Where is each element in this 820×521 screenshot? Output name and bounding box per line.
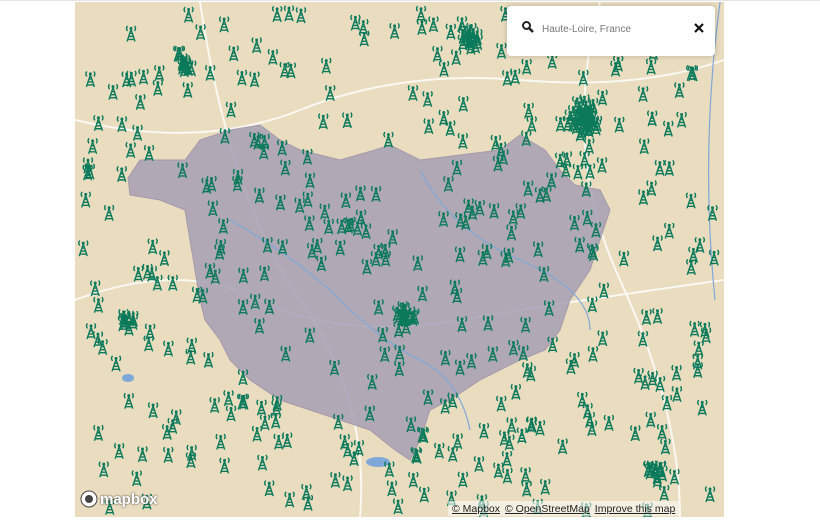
attribution-link[interactable]: © OpenStreetMap — [505, 502, 590, 515]
lake — [122, 374, 134, 382]
map-canvas — [75, 2, 724, 517]
search-icon — [522, 21, 534, 33]
attribution-link[interactable]: Improve this map — [594, 502, 676, 515]
lake — [366, 457, 390, 467]
region-outline — [127, 124, 611, 461]
clear-button[interactable] — [693, 22, 705, 34]
mapbox-logo[interactable]: mapbox — [80, 490, 158, 508]
logo-icon — [80, 490, 98, 508]
search-query[interactable]: Haute-Loire, France — [542, 24, 631, 35]
attribution-link[interactable]: © Mapbox — [452, 502, 501, 515]
attribution: © Mapbox © OpenStreetMap Improve this ma… — [448, 501, 680, 516]
map[interactable] — [75, 2, 724, 517]
logo-text: mapbox — [100, 490, 158, 508]
search-box[interactable]: Haute-Loire, France — [507, 6, 715, 56]
divider — [0, 0, 820, 1]
